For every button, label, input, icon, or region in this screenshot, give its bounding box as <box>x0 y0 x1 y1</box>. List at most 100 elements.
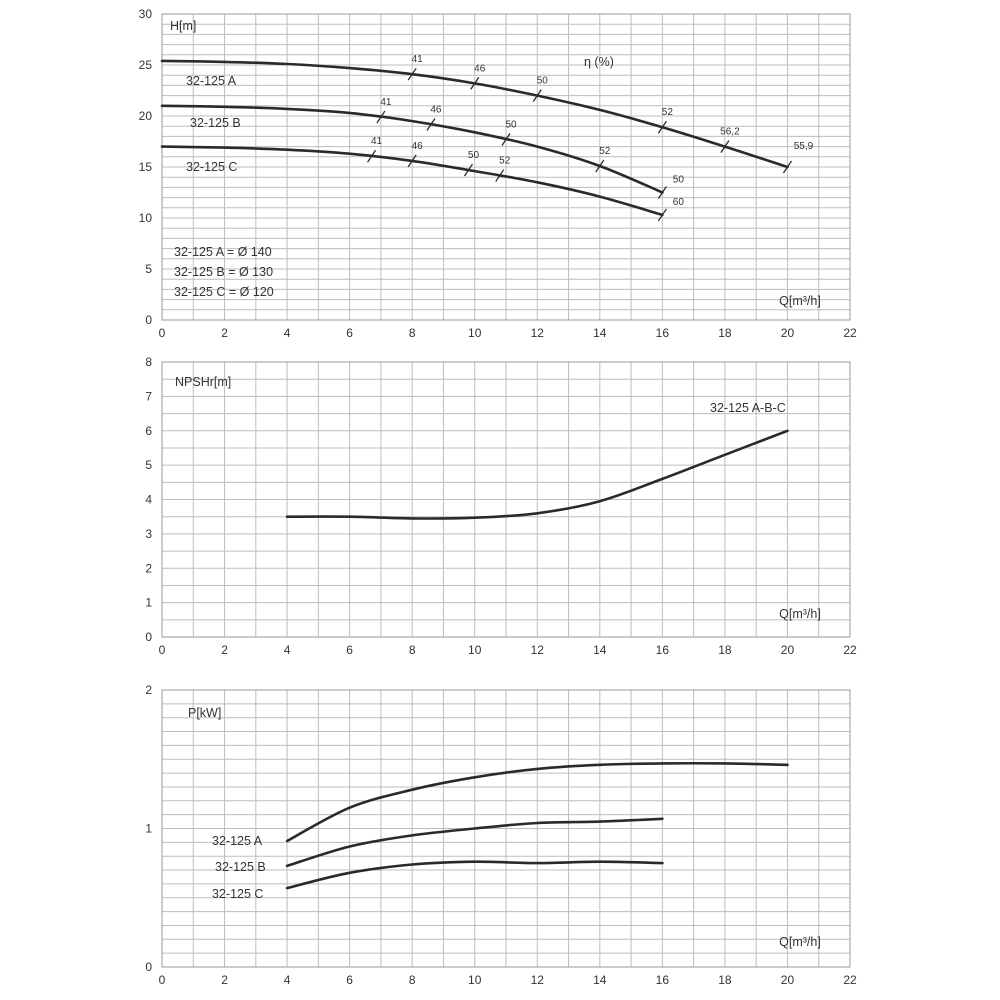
chart3-y-axis-label: P[kW] <box>188 706 221 720</box>
chart3-series-line <box>285 817 664 868</box>
chart1-efficiency-mark <box>657 208 667 222</box>
chart1-y-tick-label: 30 <box>139 7 153 21</box>
chart1-efficiency-label: 55,9 <box>794 141 814 152</box>
chart1-efficiency-mark <box>495 169 505 182</box>
chart1-efficiency-mark <box>657 120 667 134</box>
chart1-efficiency-label: 60 <box>673 197 685 208</box>
chart1-efficiency-mark <box>532 89 542 102</box>
chart1-efficiency-label: 52 <box>599 146 611 157</box>
chart1-x-tick-label: 22 <box>843 326 857 340</box>
chart1-y-tick-label: 0 <box>145 313 152 327</box>
chart3-series-line <box>285 860 664 890</box>
chart2-y-tick-label: 2 <box>145 561 152 575</box>
chart1-efficiency-label: 50 <box>673 175 685 186</box>
chart1-efficiency-mark <box>720 140 730 153</box>
chart3-x-tick-label: 4 <box>284 973 291 987</box>
chart1-x-tick-label: 6 <box>346 326 353 340</box>
chart1-x-tick-label: 8 <box>409 326 416 340</box>
chart1-frame <box>161 13 851 321</box>
chart3-x-tick-label: 2 <box>221 973 228 987</box>
chart1-y-tick-label: 5 <box>145 262 152 276</box>
chart2-series-label: 32-125 A-B-C <box>710 401 786 415</box>
chart1-efficiency-label: 50 <box>468 150 480 161</box>
chart3-y-tick-label: 0 <box>145 960 152 974</box>
chart3-x-tick-label: 18 <box>718 973 732 987</box>
chart1-series-label: 32-125 C <box>186 160 237 174</box>
chart3-x-tick-label: 10 <box>468 973 482 987</box>
chart1-x-tick-label: 14 <box>593 326 607 340</box>
chart1-y-axis-label: H[m] <box>170 19 196 33</box>
chart3-frame <box>161 689 851 968</box>
chart1-efficiency-mark <box>426 118 436 131</box>
chart3-y-tick-label: 2 <box>145 683 152 697</box>
chart1-x-tick-label: 16 <box>656 326 670 340</box>
chart1-y-tick-label: 25 <box>139 58 153 72</box>
chart1-efficiency-label: 46 <box>430 104 442 115</box>
chart2-x-tick-label: 0 <box>159 643 166 657</box>
chart1-y-tick-label: 15 <box>139 160 153 174</box>
chart1-efficiency-mark <box>501 133 511 146</box>
chart2-x-tick-label: 4 <box>284 643 291 657</box>
chart1-diameter-legend-line: 32-125 A = Ø 140 <box>174 245 272 259</box>
chart1-x-tick-label: 0 <box>159 326 166 340</box>
chart3-x-tick-label: 8 <box>409 973 416 987</box>
chart2-x-tick-label: 18 <box>718 643 732 657</box>
chart3-series-line <box>285 761 789 843</box>
chart1-efficiency-label: 50 <box>505 119 517 130</box>
chart2-y-tick-label: 8 <box>145 355 152 369</box>
chart1-series-line <box>160 59 789 169</box>
chart1-efficiency-mark <box>366 149 377 163</box>
chart1-x-axis-label: Q[m³/h] <box>779 294 821 308</box>
chart1-y-tick-label: 20 <box>139 109 153 123</box>
chart1-x-tick-label: 2 <box>221 326 228 340</box>
chart3-x-tick-label: 16 <box>656 973 670 987</box>
chart2-x-tick-label: 20 <box>781 643 795 657</box>
chart1-x-tick-label: 4 <box>284 326 291 340</box>
chart2-x-tick-label: 6 <box>346 643 353 657</box>
chart3-x-tick-label: 22 <box>843 973 857 987</box>
chart3-series-label: 32-125 C <box>212 887 263 901</box>
chart1-efficiency-label: 41 <box>412 54 424 65</box>
chart2-x-tick-label: 2 <box>221 643 228 657</box>
chart2-y-tick-label: 1 <box>145 596 152 610</box>
chart1-efficiency-label: 56,2 <box>720 127 740 138</box>
chart3-series-label: 32-125 A <box>212 834 263 848</box>
chart2-x-tick-label: 16 <box>656 643 670 657</box>
chart2-y-tick-label: 3 <box>145 527 152 541</box>
chart2-x-tick-label: 12 <box>531 643 545 657</box>
chart1-diameter-legend-line: 32-125 C = Ø 120 <box>174 285 274 299</box>
chart1-y-tick-label: 10 <box>139 211 153 225</box>
chart3-y-tick-label: 1 <box>145 822 152 836</box>
chart2-y-tick-label: 6 <box>145 424 152 438</box>
chart3-x-tick-label: 6 <box>346 973 353 987</box>
chart1-efficiency-label: 41 <box>380 97 392 108</box>
chart1-efficiency-label: 46 <box>474 63 486 74</box>
chart3-x-tick-label: 0 <box>159 973 166 987</box>
chart1-efficiency-label: 52 <box>662 107 674 118</box>
chart1-efficiency-mark <box>470 76 480 90</box>
chart3-x-axis-label: Q[m³/h] <box>779 935 821 949</box>
chart2-y-tick-label: 7 <box>145 389 152 403</box>
chart1-efficiency-mark <box>407 67 417 81</box>
chart1-x-tick-label: 10 <box>468 326 482 340</box>
chart2-y-tick-label: 5 <box>145 458 152 472</box>
chart1-efficiency-mark <box>595 159 605 173</box>
chart1-series-line <box>160 104 664 194</box>
chart2-x-tick-label: 14 <box>593 643 607 657</box>
chart2-series-line <box>285 429 789 520</box>
chart1-series-label: 32-125 A <box>186 74 237 88</box>
chart1-series-label: 32-125 B <box>190 116 241 130</box>
chart2-x-tick-label: 8 <box>409 643 416 657</box>
chart1-efficiency-label: 52 <box>499 156 511 167</box>
chart2-x-tick-label: 10 <box>468 643 482 657</box>
chart3-x-tick-label: 14 <box>593 973 607 987</box>
chart1-efficiency-mark <box>376 110 386 124</box>
chart3-x-tick-label: 12 <box>531 973 545 987</box>
chart1-efficiency-mark <box>407 154 417 168</box>
chart1-efficiency-label: 41 <box>371 136 383 147</box>
chart1-efficiency-title: η (%) <box>584 55 614 69</box>
chart2-x-tick-label: 22 <box>843 643 857 657</box>
chart1-x-tick-label: 18 <box>718 326 732 340</box>
chart1-x-tick-label: 12 <box>531 326 545 340</box>
